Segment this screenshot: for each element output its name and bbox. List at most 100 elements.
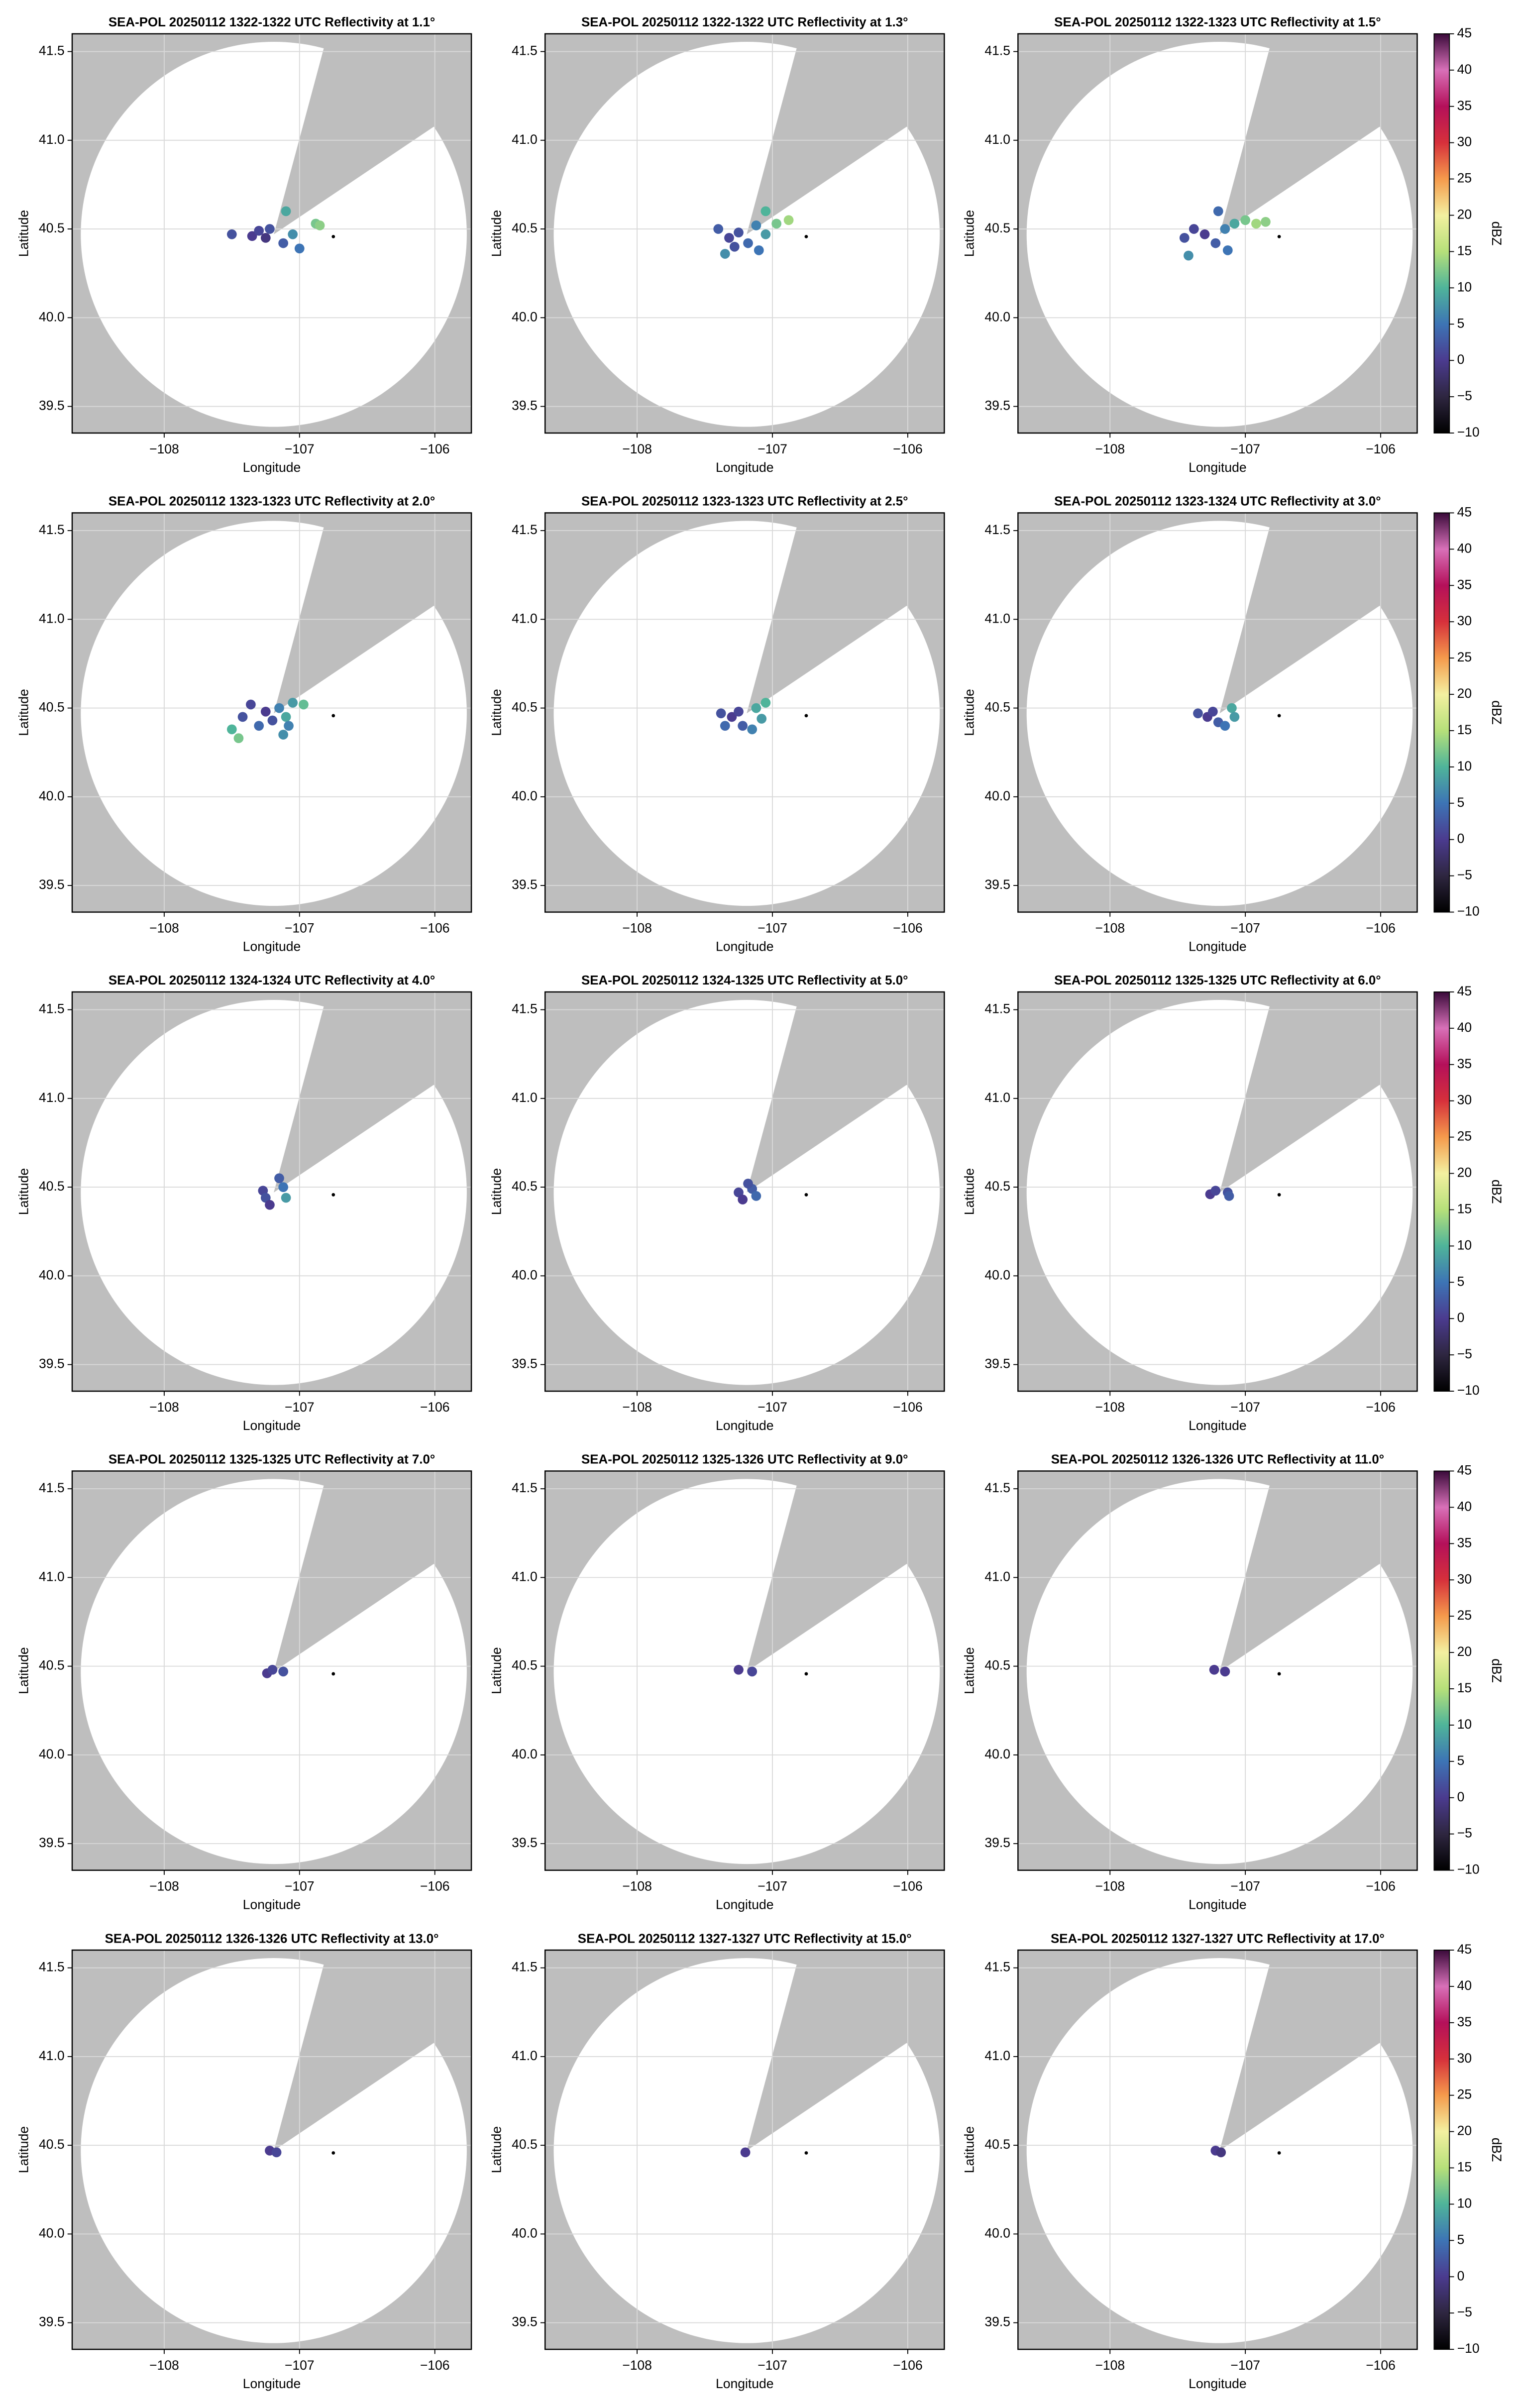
y-axis-label: Latitude [962,1168,977,1215]
panel: −108 −107 −106 39.5 40.0 40.5 41.0 41.5 SEA-POL … [16,15,472,475]
echo [771,219,782,229]
y-axis-label: Latitude [962,1647,977,1694]
echo [734,227,744,238]
echoes [716,698,771,735]
echo [1220,721,1230,731]
y-tick-label: 41.5 [512,1480,538,1495]
y-tick-label: 40.0 [984,788,1010,803]
echoes [713,206,794,259]
y-tick-label: 40.5 [984,220,1010,235]
y-tick-label: 41.5 [39,1480,65,1495]
colorbar-tick-label: 10 [1457,279,1472,294]
echoes [226,698,309,744]
y-tick-label: 41.0 [512,2048,538,2063]
colorbar-tick-label: −10 [1457,425,1480,439]
echo [1229,219,1240,229]
colorbar-tick-label: 25 [1457,1129,1472,1144]
panel: −108 −107 −106 39.5 40.0 40.5 41.0 41.5 SEA-POL … [962,1932,1504,2391]
echo [278,1666,289,1677]
echo [751,220,761,230]
panel-title: SEA-POL 20250112 1326-1326 UTC Reflectiv… [1051,1453,1384,1467]
colorbar-label: dBZ [1489,221,1504,246]
y-tick-label: 40.5 [984,700,1010,715]
echo [1261,217,1271,227]
colorbar-tick-label: 35 [1457,1056,1472,1071]
y-tick-label: 40.0 [39,1747,65,1761]
y-tick-label: 40.5 [39,1179,65,1194]
x-axis-label: Longitude [243,1897,301,1912]
y-tick-label: 40.5 [512,220,538,235]
colorbar-tick-label: −10 [1457,1383,1480,1398]
echo [760,229,771,239]
y-axis-label: Latitude [16,2126,31,2173]
colorbar [1433,512,1450,913]
radar-coverage [1026,521,1413,906]
echo [226,229,237,239]
x-tick-label: −106 [893,2358,923,2373]
colorbar-tick-label: 40 [1457,541,1472,555]
x-tick-label: −106 [893,1879,923,1894]
axes-frame [544,1470,945,1871]
x-tick-label: −108 [149,1879,179,1894]
y-tick-label: 40.0 [984,309,1010,324]
echo [1210,238,1221,248]
colorbar-tick-label: 20 [1457,1644,1472,1659]
x-axis-label: Longitude [716,2376,774,2391]
echoes [1210,2145,1226,2158]
y-tick-label: 41.0 [984,611,1010,626]
y-tick-label: 40.5 [39,700,65,715]
x-tick-label: −108 [1095,1879,1125,1894]
echo [720,249,730,259]
panel-title: SEA-POL 20250112 1325-1326 UTC Reflectiv… [581,1453,908,1467]
y-tick-label: 40.5 [512,700,538,715]
x-tick-label: −108 [149,2358,179,2373]
echoes [734,1179,761,1204]
colorbar-tick-label: 15 [1457,1201,1472,1216]
x-tick-label: −107 [1230,441,1260,456]
y-tick-label: 41.5 [512,43,538,58]
x-tick-label: −106 [420,1879,450,1894]
echo [734,706,744,717]
site-marker [1277,1193,1281,1197]
colorbar-tick-label: 0 [1457,1789,1465,1804]
colorbar-tick-label: 15 [1457,1680,1472,1695]
x-tick-label: −107 [758,441,787,456]
x-tick-label: −107 [1230,920,1260,935]
y-tick-label: 40.5 [512,1179,538,1194]
y-axis-label: Latitude [489,689,504,736]
echo [1222,245,1233,255]
panel: −108 −107 −106 39.5 40.0 40.5 41.0 41.5 SEA-POL … [962,1453,1504,1912]
y-tick-label: 41.5 [984,522,1010,537]
colorbar-tick-label: −10 [1457,1862,1480,1877]
echoes [1205,1186,1234,1201]
x-axis-label: Longitude [716,1418,774,1433]
colorbar-tick-label: 20 [1457,2123,1472,2138]
colorbar-tick-label: −10 [1457,2341,1480,2356]
site-marker [804,1672,808,1676]
y-tick-label: 41.5 [512,1960,538,1974]
x-tick-label: −108 [149,920,179,935]
y-tick-label: 41.5 [39,1001,65,1016]
x-tick-label: −106 [893,920,923,935]
y-tick-label: 41.0 [39,132,65,147]
echo [265,224,275,234]
echo [716,708,726,719]
x-tick-label: −106 [1366,441,1396,456]
radar-coverage [81,41,467,427]
axes-frame [1017,33,1418,434]
colorbar [1433,33,1450,434]
echo [274,703,284,713]
colorbar-tick-label: 25 [1457,2087,1472,2102]
x-tick-label: −106 [420,2358,450,2373]
panel: −108 −107 −106 39.5 40.0 40.5 41.0 41.5 SEA-POL … [489,1932,945,2391]
axes-frame [71,1470,472,1871]
x-tick-label: −107 [1230,1400,1260,1415]
x-tick-label: −108 [622,920,652,935]
x-axis-label: Longitude [1189,939,1247,954]
colorbar-tick-label: 35 [1457,98,1472,113]
y-tick-label: 41.0 [984,1569,1010,1584]
echo [299,699,309,710]
x-axis-label: Longitude [243,939,301,954]
y-tick-label: 40.0 [39,2225,65,2240]
axes-frame [71,991,472,1392]
